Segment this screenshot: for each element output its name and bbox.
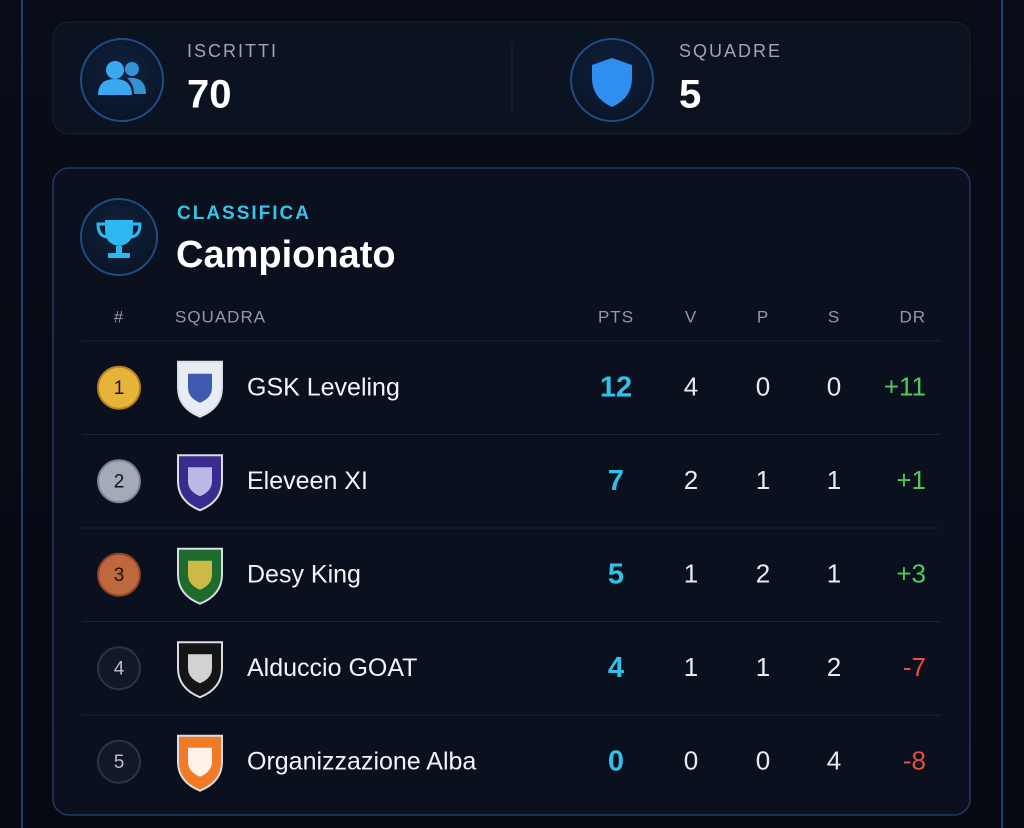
team-name: Organizzazione Alba [247, 747, 476, 775]
points: 12 [600, 371, 632, 403]
team-logo-detail [188, 467, 212, 497]
goal-difference: -8 [903, 746, 926, 776]
stat-cell: 2 [827, 652, 841, 682]
stat-value: 70 [187, 73, 232, 117]
section-title: Campionato [176, 234, 396, 276]
points: 4 [608, 652, 624, 684]
column-header: P [757, 307, 769, 326]
standings-card [52, 167, 971, 816]
rank: 2 [114, 471, 125, 492]
shield-icon [592, 58, 632, 107]
team-logo-detail [188, 373, 212, 403]
rank: 3 [114, 565, 125, 586]
points: 7 [608, 465, 624, 497]
rank-badge [97, 365, 141, 410]
trophy-icon [96, 220, 142, 258]
team-name: GSK Leveling [247, 373, 400, 401]
stat-cell: 1 [684, 559, 698, 589]
stat-cell: 1 [827, 465, 841, 495]
rank-badge [97, 739, 141, 784]
stat-label: ISCRITTI [187, 41, 278, 61]
column-header: # [114, 307, 124, 326]
column-header: S [828, 307, 840, 326]
standings-table: # SQUADRA PTS V P S DR1 GSK Leveling 12 4 0 0 +112 El… [82, 307, 940, 792]
goal-difference: +11 [884, 372, 926, 402]
stat-cell: 4 [827, 746, 841, 776]
goal-difference: +1 [896, 465, 926, 495]
stat-cell: 1 [684, 652, 698, 682]
stat-cell: 4 [684, 372, 698, 402]
column-header: DR [899, 307, 926, 326]
goal-difference: -7 [903, 652, 926, 682]
goal-difference: +3 [896, 559, 926, 589]
team-logo-detail [188, 747, 212, 777]
stat-cell: 1 [756, 652, 770, 682]
rank: 4 [114, 658, 125, 679]
stat-cell: 1 [827, 559, 841, 589]
stat-cell: 0 [827, 372, 841, 402]
points: 5 [608, 558, 624, 590]
stat-label: SQUADRE [679, 41, 782, 61]
column-header: SQUADRA [175, 307, 266, 326]
section-kicker: CLASSIFICA [177, 203, 311, 224]
stat-cell: 0 [756, 746, 770, 776]
points: 0 [608, 745, 624, 777]
rank: 1 [114, 378, 125, 399]
users-icon [98, 61, 146, 95]
team-name: Eleveen XI [247, 467, 368, 495]
team-logo-detail [188, 654, 212, 684]
stat-cell: 1 [756, 465, 770, 495]
rank-badge [97, 459, 141, 504]
team-name: Alduccio GOAT [247, 654, 417, 682]
team-name: Desy King [247, 560, 361, 588]
column-header: V [685, 307, 697, 326]
rank: 5 [114, 752, 125, 773]
stat-cell: 0 [684, 746, 698, 776]
column-header: PTS [598, 307, 634, 326]
rank-badge [97, 552, 141, 597]
team-logo-detail [188, 560, 212, 590]
stat-value: 5 [679, 73, 701, 117]
stat-cell: 0 [756, 372, 770, 402]
stat-cell: 2 [684, 465, 698, 495]
stat-cell: 2 [756, 559, 770, 589]
rank-badge [97, 646, 141, 691]
